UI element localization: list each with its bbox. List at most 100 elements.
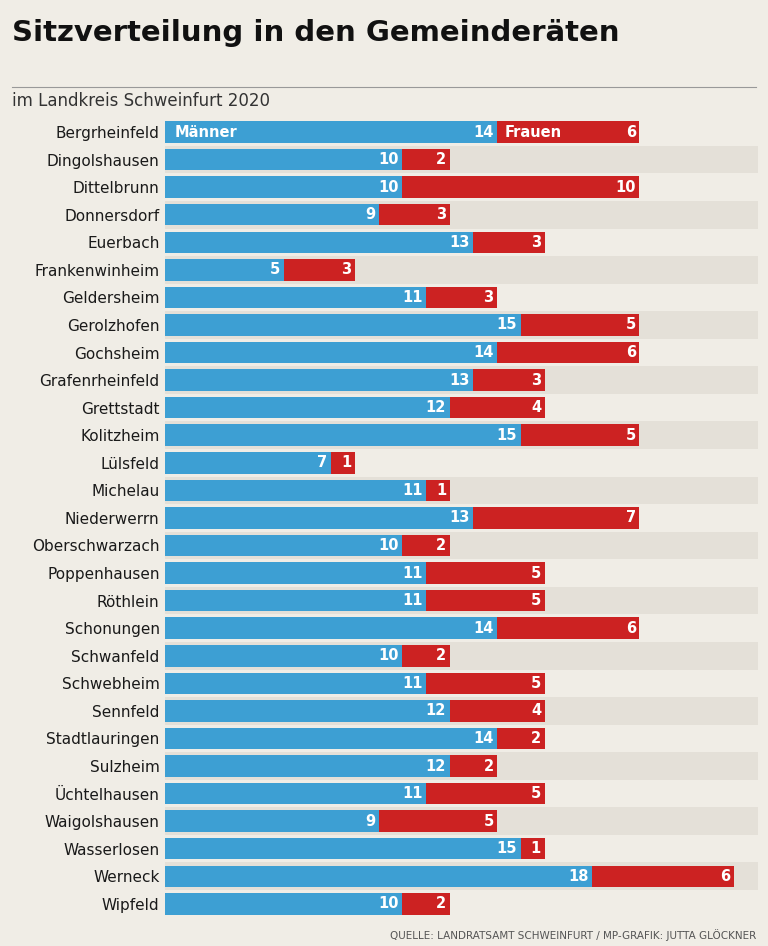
Bar — [165, 256, 758, 284]
Bar — [165, 893, 402, 915]
Bar — [165, 339, 758, 366]
Bar — [165, 173, 758, 201]
Text: 12: 12 — [425, 704, 446, 718]
Bar — [521, 838, 545, 860]
Text: 6: 6 — [626, 345, 636, 360]
Bar — [165, 755, 450, 777]
Bar — [165, 477, 758, 504]
Bar — [450, 700, 545, 722]
Bar — [165, 425, 521, 446]
Bar — [165, 229, 758, 256]
Text: 7: 7 — [317, 455, 328, 470]
Text: 10: 10 — [615, 180, 636, 195]
Bar — [165, 504, 758, 532]
Bar — [165, 780, 758, 807]
Bar — [165, 752, 758, 780]
Bar — [426, 562, 545, 584]
Bar — [165, 201, 758, 229]
Text: 13: 13 — [449, 235, 470, 250]
Bar — [426, 673, 545, 694]
Bar — [497, 342, 640, 363]
Text: 12: 12 — [425, 759, 446, 774]
Text: 2: 2 — [436, 538, 446, 553]
Bar — [165, 532, 758, 559]
Text: 5: 5 — [626, 318, 636, 332]
Text: 10: 10 — [378, 180, 399, 195]
Text: 5: 5 — [270, 262, 280, 277]
Bar — [165, 727, 497, 749]
Text: 5: 5 — [626, 428, 636, 443]
Bar — [450, 755, 497, 777]
Text: 1: 1 — [531, 841, 541, 856]
Bar — [165, 783, 426, 804]
Text: 11: 11 — [402, 289, 422, 305]
Text: 9: 9 — [365, 814, 375, 829]
Text: 4: 4 — [531, 704, 541, 718]
Text: 9: 9 — [365, 207, 375, 222]
Text: 5: 5 — [531, 566, 541, 581]
Bar — [426, 480, 450, 501]
Bar — [165, 618, 497, 639]
Bar — [165, 863, 758, 890]
Bar — [165, 700, 450, 722]
Bar — [379, 204, 450, 225]
Text: 5: 5 — [531, 593, 541, 608]
Text: 13: 13 — [449, 373, 470, 388]
Bar — [521, 425, 640, 446]
Bar — [165, 397, 450, 418]
Bar — [165, 507, 473, 529]
Bar — [473, 232, 545, 253]
Text: 5: 5 — [531, 675, 541, 691]
Text: QUELLE: LANDRATSAMT SCHWEINFURT / MP-GRAFIK: JUTTA GLÖCKNER: QUELLE: LANDRATSAMT SCHWEINFURT / MP-GRA… — [390, 929, 756, 941]
Bar — [165, 366, 758, 394]
Bar — [165, 342, 497, 363]
Bar — [165, 835, 758, 863]
Text: 6: 6 — [626, 125, 636, 139]
Text: 7: 7 — [626, 511, 636, 525]
Text: 1: 1 — [341, 455, 351, 470]
Bar — [165, 587, 758, 614]
Text: 3: 3 — [484, 289, 494, 305]
Bar — [165, 232, 473, 253]
Text: im Landkreis Schweinfurt 2020: im Landkreis Schweinfurt 2020 — [12, 92, 270, 110]
Bar — [521, 314, 640, 336]
Text: 15: 15 — [497, 428, 518, 443]
Text: 10: 10 — [378, 648, 399, 663]
Bar — [379, 811, 497, 832]
Bar — [283, 259, 355, 281]
Bar — [165, 452, 331, 474]
Bar — [165, 422, 758, 449]
Text: 14: 14 — [473, 345, 494, 360]
Text: 10: 10 — [378, 538, 399, 553]
Bar — [165, 838, 521, 860]
Bar — [426, 287, 497, 308]
Text: 14: 14 — [473, 621, 494, 636]
Bar — [165, 259, 283, 281]
Bar — [165, 807, 758, 835]
Text: 11: 11 — [402, 786, 422, 801]
Bar — [165, 369, 473, 391]
Bar — [165, 645, 402, 667]
Bar — [450, 397, 545, 418]
Bar — [426, 783, 545, 804]
Bar — [165, 146, 758, 173]
Bar — [165, 284, 758, 311]
Bar — [165, 534, 402, 556]
Bar — [165, 590, 426, 611]
Bar — [473, 507, 640, 529]
Bar — [165, 614, 758, 642]
Bar — [165, 204, 379, 225]
Bar — [165, 121, 497, 143]
Text: 12: 12 — [425, 400, 446, 415]
Text: 6: 6 — [626, 621, 636, 636]
Bar — [165, 811, 379, 832]
Bar — [165, 394, 758, 422]
Bar — [402, 645, 450, 667]
Text: 4: 4 — [531, 400, 541, 415]
Text: 2: 2 — [436, 152, 446, 167]
Text: 3: 3 — [531, 373, 541, 388]
Bar — [165, 480, 426, 501]
Text: 15: 15 — [497, 841, 518, 856]
Bar — [165, 559, 758, 587]
Bar — [165, 562, 426, 584]
